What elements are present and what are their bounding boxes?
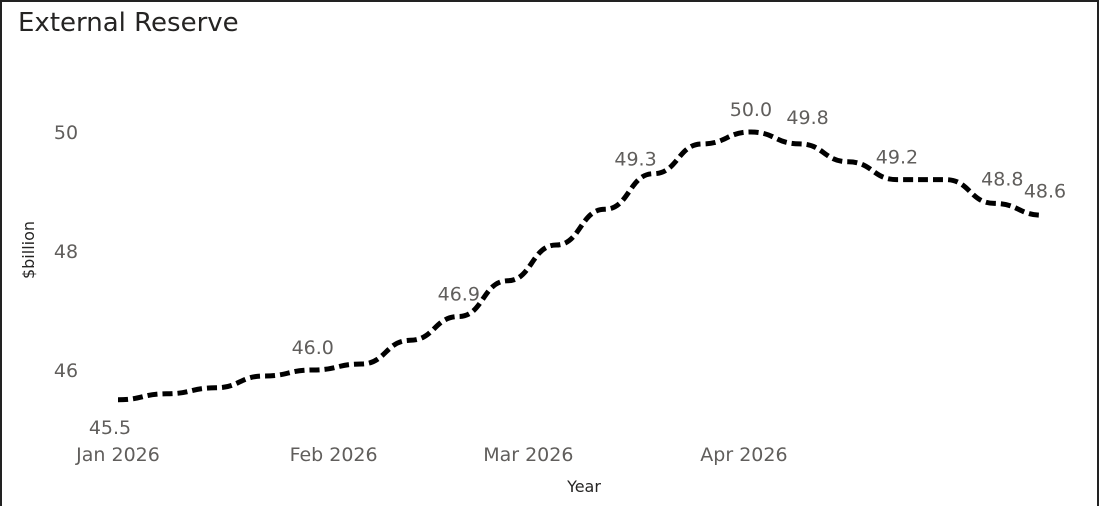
data-label: 49.8	[786, 107, 828, 129]
x-tick-label: Apr 2026	[700, 444, 787, 466]
data-label: 49.3	[614, 149, 656, 171]
data-label: 48.8	[981, 168, 1023, 190]
data-label: 46.9	[438, 283, 480, 305]
y-axis-title: $billion	[19, 221, 38, 279]
y-tick-label: 50	[54, 122, 78, 144]
x-axis-title: Year	[566, 477, 601, 496]
data-label: 49.2	[876, 147, 918, 169]
data-label: 48.6	[1024, 180, 1066, 202]
data-label: 45.5	[89, 417, 131, 439]
chart-title: External Reserve	[18, 8, 239, 38]
data-label: 50.0	[730, 99, 772, 121]
data-labels: 45.5 46.0 46.9 49.3 50.0 49.8 49.2 48.848.6	[89, 99, 1066, 439]
x-tick-label: Feb 2026	[290, 444, 378, 466]
y-axis-ticks: 46 48 50	[54, 122, 78, 382]
y-tick-label: 48	[54, 241, 78, 263]
data-label: 46.0	[292, 337, 334, 359]
series-line	[117, 129, 1044, 403]
y-tick-label: 46	[54, 360, 78, 382]
x-tick-label: Mar 2026	[483, 444, 573, 466]
x-axis-ticks: Jan 2026 Feb 2026 Mar 2026 Apr 2026	[75, 444, 787, 466]
x-tick-label: Jan 2026	[75, 444, 160, 466]
